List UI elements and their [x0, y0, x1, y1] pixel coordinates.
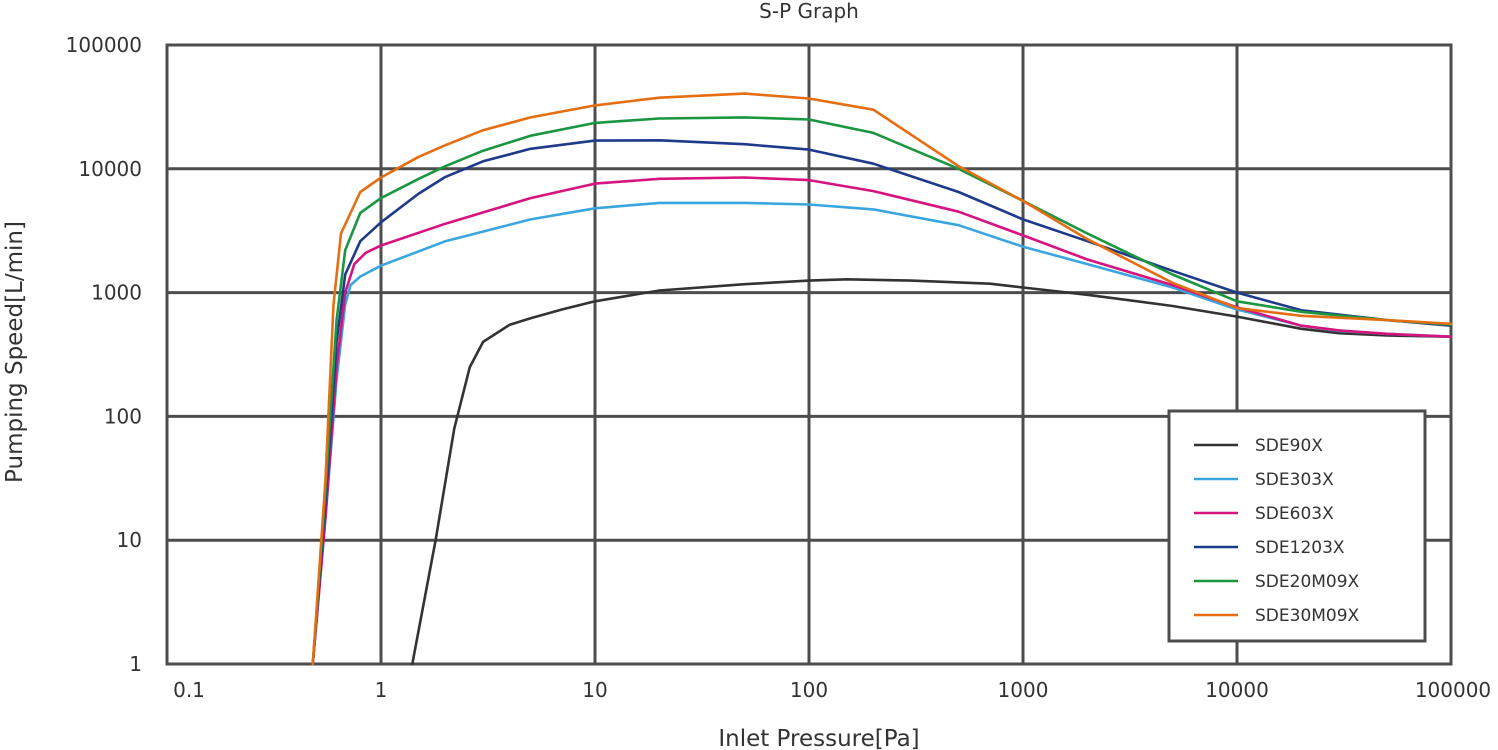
series-line-sde30m09x — [311, 92, 1453, 666]
plot-area-border — [165, 43, 1453, 666]
y-axis-label: Pumping Speed[L/min] — [2, 221, 28, 483]
series-line-sde1203x — [311, 139, 1453, 666]
x-tick-label: 0.1 — [173, 678, 205, 702]
legend-label: SDE1203X — [1255, 538, 1345, 558]
legend-label: SDE603X — [1255, 504, 1334, 524]
legend-label: SDE90X — [1255, 436, 1323, 456]
y-tick-label: 10000 — [78, 157, 142, 181]
x-tick-label: 100 — [790, 678, 828, 702]
x-tick-label: 1 — [375, 678, 388, 702]
x-tick-label: 1000 — [998, 678, 1049, 702]
chart-title: S-P Graph — [759, 0, 859, 23]
x-axis-label: Inlet Pressure[Pa] — [718, 726, 919, 750]
series-line-sde20m09x — [311, 116, 1453, 666]
y-tick-label: 100000 — [66, 33, 142, 57]
x-tick-label: 10 — [582, 678, 607, 702]
y-tick-label: 10 — [117, 528, 142, 552]
legend: SDE90X SDE303X SDE603X SDE1203X SDE20M09X SDE… — [1167, 409, 1427, 643]
x-tick-labels: 0.1 1 10 100 1000 10000 100000 — [173, 678, 1491, 702]
legend-label: SDE20M09X — [1255, 572, 1360, 592]
series-lines — [311, 92, 1453, 666]
series-line-sde90x — [411, 278, 1453, 666]
y-tick-label: 1000 — [91, 281, 142, 305]
y-tick-labels: 1 10 100 1000 10000 100000 — [66, 33, 142, 676]
legend-label: SDE303X — [1255, 470, 1334, 490]
series-line-sde303x — [311, 201, 1453, 666]
series-line-sde603x — [311, 176, 1453, 666]
legend-box — [1167, 409, 1427, 643]
x-tick-label: 10000 — [1205, 678, 1269, 702]
legend-label: SDE30M09X — [1255, 606, 1360, 626]
y-tick-label: 1 — [129, 652, 142, 676]
x-tick-label: 100000 — [1415, 678, 1491, 702]
y-tick-label: 100 — [104, 404, 142, 428]
